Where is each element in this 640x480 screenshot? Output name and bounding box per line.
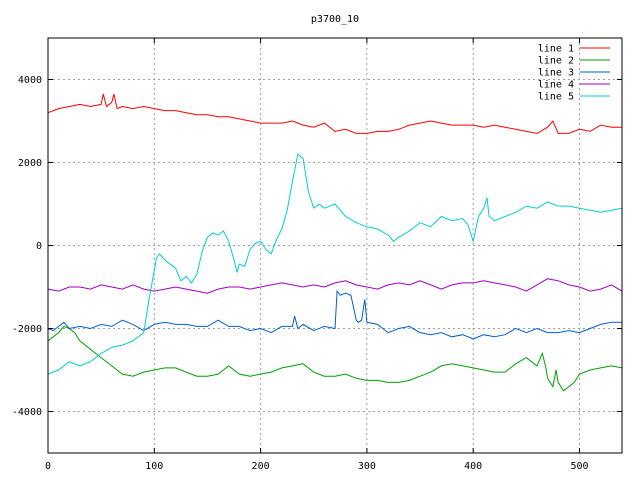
legend-label: line 5: [538, 92, 574, 103]
series-line-3: [47, 289, 622, 340]
series-line-1: [47, 93, 622, 134]
chart-title: p3700_10: [311, 14, 359, 25]
legend-label: line 2: [538, 56, 574, 67]
legend-label: line 3: [538, 68, 574, 79]
series-line-5: [47, 153, 623, 375]
x-tick-label: 100: [145, 461, 163, 472]
x-tick-label: 300: [358, 461, 376, 472]
x-tick-label: 200: [252, 461, 270, 472]
y-tick-label: 2000: [18, 158, 42, 169]
y-tick-label: 4000: [18, 75, 42, 86]
series-line-2: [47, 325, 623, 392]
y-tick-label: -4000: [12, 407, 42, 418]
x-tick-label: 0: [45, 461, 51, 472]
x-tick-label: 500: [570, 461, 588, 472]
x-tick-label: 400: [464, 461, 482, 472]
legend-label: line 4: [538, 80, 574, 91]
grid: [48, 38, 622, 453]
axis-ticks: 0 100 200 300 400 500 -4000 -2000 0 2000 4000: [12, 38, 622, 472]
series-line-4: [47, 278, 623, 294]
series-lines: [47, 93, 623, 392]
y-tick-label: 0: [36, 241, 42, 252]
y-tick-label: -2000: [12, 324, 42, 335]
legend-label: line 1: [538, 44, 574, 55]
